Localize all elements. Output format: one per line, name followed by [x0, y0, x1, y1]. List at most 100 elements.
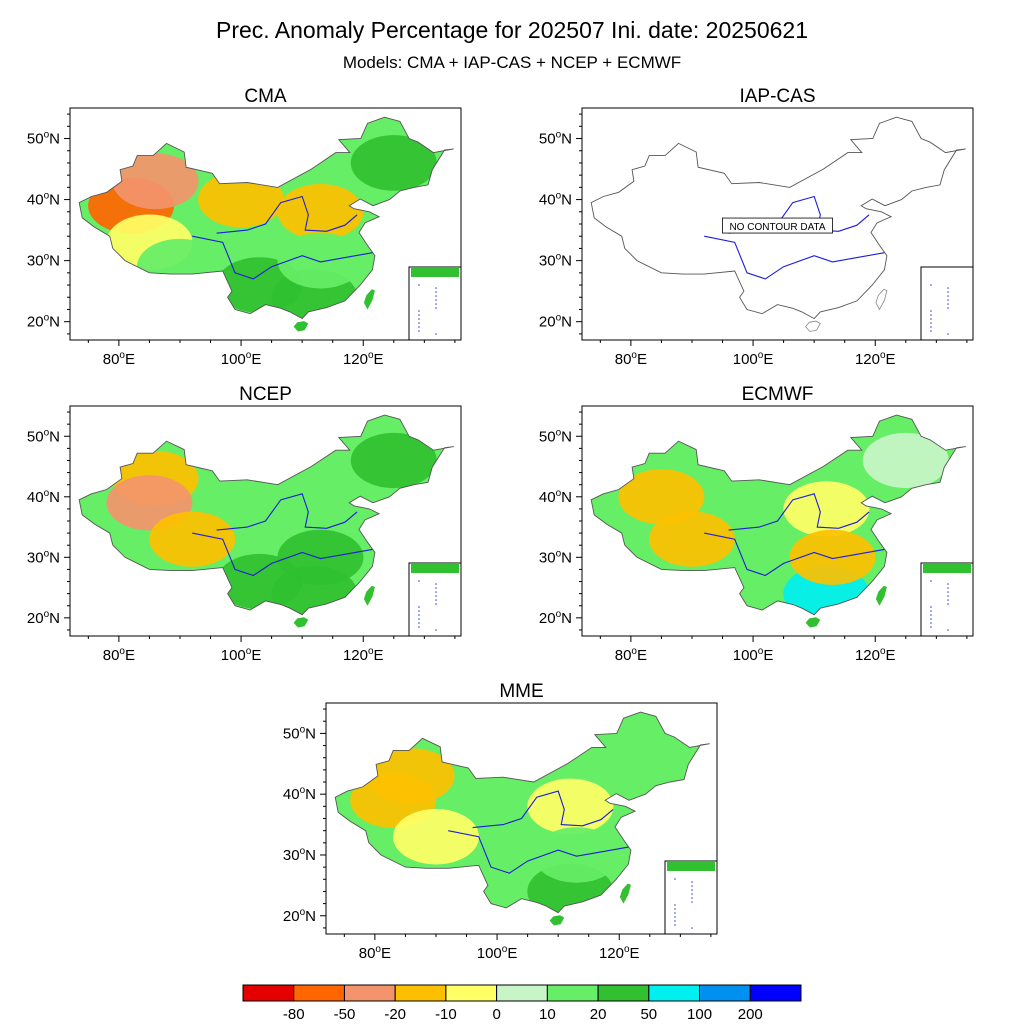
- x-tick-degree: o: [368, 646, 374, 657]
- inset-island: [930, 622, 932, 624]
- south-china-sea-inset: [408, 562, 462, 637]
- anomaly-region: [527, 778, 614, 835]
- x-tick-label: 120oE: [855, 350, 896, 368]
- y-tick-degree: o: [300, 907, 306, 918]
- y-tick-hemisphere: N: [305, 908, 316, 925]
- rivers: [192, 195, 373, 280]
- y-tick-hemisphere: N: [561, 428, 572, 445]
- inset-field: [667, 862, 715, 871]
- inset-islands: [418, 580, 437, 631]
- x-tick-degree: o: [119, 350, 125, 361]
- y-tick-label: 20oN: [283, 907, 316, 925]
- inset-island: [930, 580, 932, 582]
- y-tick-number: 40: [539, 489, 556, 506]
- inset-island: [418, 610, 420, 612]
- x-tick-hemisphere: E: [374, 647, 384, 664]
- colorbar-box: [597, 984, 650, 1002]
- anomaly-region: [350, 135, 437, 191]
- inset-island: [435, 583, 437, 585]
- y-tick-label: 50oN: [27, 130, 60, 148]
- yangtze-river: [704, 235, 885, 280]
- inset-island: [418, 330, 420, 332]
- y-tick-number: 20: [539, 610, 556, 627]
- inset-island: [947, 583, 949, 585]
- anomaly-region: [392, 809, 479, 865]
- anomaly-region: [277, 232, 364, 289]
- y-tick-number: 50: [27, 428, 44, 445]
- south-china-sea-inset: [920, 562, 974, 637]
- y-tick-number: 20: [27, 314, 44, 331]
- x-tick-label: 80oE: [615, 646, 647, 664]
- inset-field: [411, 564, 459, 573]
- y-tick-number: 50: [27, 131, 44, 148]
- inset-island: [418, 614, 420, 616]
- y-tick-degree: o: [44, 252, 50, 263]
- y-tick-hemisphere: N: [49, 314, 60, 331]
- inset-island: [418, 284, 420, 286]
- x-tick-label: 100oE: [733, 350, 774, 368]
- x-tick-label: 120oE: [599, 944, 640, 962]
- x-tick-degree: o: [624, 944, 630, 955]
- inset-island: [418, 580, 420, 582]
- x-tick-label: 80oE: [103, 646, 135, 664]
- inset-island: [930, 606, 932, 608]
- y-tick-hemisphere: N: [305, 786, 316, 803]
- figure-title: Prec. Anomaly Percentage for 202507 Ini.…: [216, 17, 808, 43]
- x-tick-hemisphere: E: [637, 351, 647, 368]
- y-tick-label: 30oN: [539, 548, 572, 566]
- colorbar-box: [394, 984, 447, 1002]
- inset-island: [691, 893, 693, 895]
- yellow-river: [728, 493, 870, 531]
- x-tick-degree: o: [880, 350, 886, 361]
- y-tick-label: 50oN: [539, 130, 572, 148]
- x-tick-degree: o: [758, 350, 764, 361]
- x-tick-hemisphere: E: [886, 647, 896, 664]
- anomaly-region: [533, 827, 620, 883]
- y-tick-number: 20: [27, 610, 44, 627]
- y-tick-degree: o: [44, 191, 50, 202]
- inset-island: [947, 299, 949, 301]
- y-tick-label: 40oN: [27, 488, 60, 506]
- x-tick-label: 120oE: [343, 350, 384, 368]
- inset-island: [435, 299, 437, 301]
- y-tick-label: 30oN: [283, 846, 316, 864]
- taiwan-island: [875, 585, 887, 606]
- taiwan-island: [363, 585, 375, 606]
- inset-island: [674, 878, 676, 880]
- inset-island: [930, 610, 932, 612]
- x-tick-number: 100: [477, 945, 502, 962]
- y-tick-degree: o: [556, 252, 562, 263]
- anomaly-region: [783, 481, 870, 537]
- inset-island: [674, 920, 676, 922]
- inset-island: [930, 614, 932, 616]
- inset-island: [674, 912, 676, 914]
- x-tick-label: 120oE: [343, 646, 384, 664]
- figure-subtitle: Models: CMA + IAP-CAS + NCEP + ECMWF: [343, 53, 681, 72]
- colorbar-box: [496, 984, 548, 1002]
- x-tick-number: 120: [855, 647, 880, 664]
- inset-island: [674, 916, 676, 918]
- y-tick-degree: o: [556, 191, 562, 202]
- anomaly-region: [789, 529, 876, 585]
- colorbar-box: [546, 984, 599, 1002]
- anomaly-region: [216, 553, 303, 610]
- inset-island: [947, 587, 949, 589]
- y-tick-label: 40oN: [283, 785, 316, 803]
- inset-field: [411, 268, 459, 277]
- y-tick-number: 40: [283, 786, 300, 803]
- y-tick-degree: o: [556, 609, 562, 620]
- inset-island: [418, 310, 420, 312]
- anomaly-region: [112, 153, 199, 210]
- x-tick-label: 80oE: [103, 350, 135, 368]
- y-tick-number: 40: [539, 192, 556, 209]
- inset-island: [930, 314, 932, 316]
- y-tick-degree: o: [556, 427, 562, 438]
- colorbar-label: 100: [687, 1006, 712, 1023]
- y-tick-hemisphere: N: [49, 192, 60, 209]
- x-tick-number: 80: [359, 945, 376, 962]
- anomaly-region: [862, 432, 949, 489]
- china-border: [590, 116, 966, 320]
